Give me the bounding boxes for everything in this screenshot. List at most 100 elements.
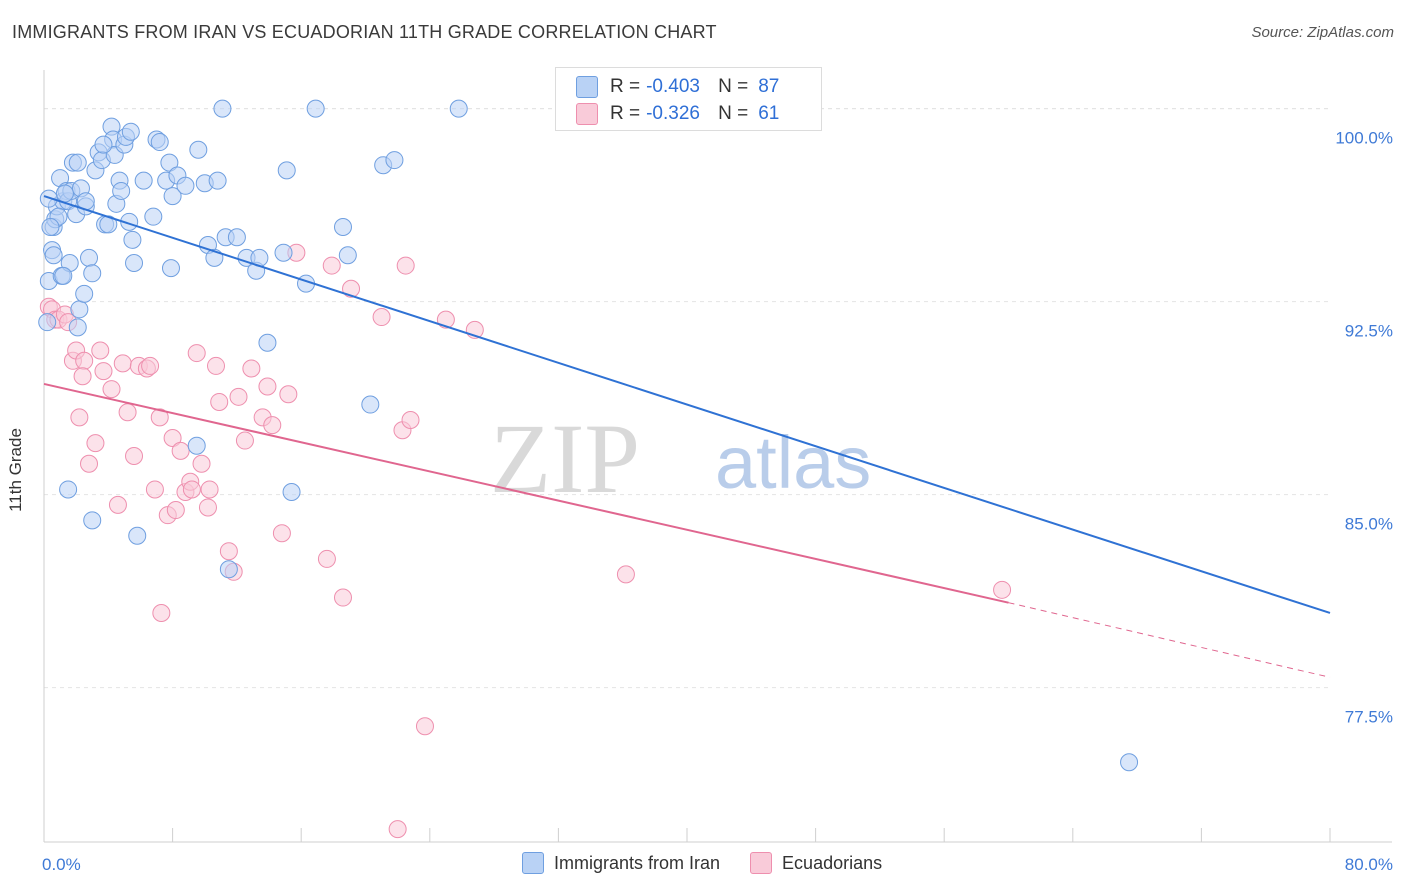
iran-point — [277, 161, 296, 180]
ecuadorians-point — [263, 416, 282, 435]
iran-point — [75, 284, 94, 303]
iran-point — [219, 560, 238, 579]
ecuadorians-point — [73, 367, 92, 386]
legend-label-iran: Immigrants from Iran — [554, 852, 721, 873]
legend-item-ecuadorians[interactable]: Ecuadorians — [750, 852, 882, 874]
iran-point — [361, 395, 380, 414]
iran-point — [128, 526, 147, 545]
ecuadorians-point — [152, 603, 171, 622]
ecuadorians-point — [113, 354, 132, 373]
ecuadorians-point — [401, 410, 420, 429]
ecuadorians-point — [272, 524, 291, 543]
iran-point — [1120, 753, 1139, 772]
iran-point — [176, 176, 195, 195]
ecuadorians-point — [207, 356, 226, 375]
legend-r-label: R = — [610, 76, 641, 97]
iran-point — [68, 318, 87, 337]
chart-title: IMMIGRANTS FROM IRAN VS ECUADORIAN 11TH … — [12, 22, 717, 42]
iran-point — [59, 480, 78, 499]
iran-point — [189, 140, 208, 159]
y-axis-label-wrap: 11th Grade — [6, 428, 26, 512]
ecuadorians-point — [219, 542, 238, 561]
iran-point — [54, 266, 73, 285]
legend-swatch-iran — [576, 76, 598, 98]
legend-row-ecuadorians: R = -0.326 N = 61 — [576, 102, 779, 126]
iran-point — [134, 171, 153, 190]
iran-point — [121, 122, 140, 141]
iran-point — [227, 228, 246, 247]
ecuadorians-point — [91, 341, 110, 360]
ecuadorians-point — [396, 256, 415, 275]
watermark-zip: ZIP — [490, 403, 640, 514]
ecuadorians-point — [125, 447, 144, 465]
ecuadorians-point — [279, 385, 298, 404]
x-tick-label: 80.0% — [1345, 855, 1393, 874]
ecuadorians-point — [163, 428, 182, 447]
ecuadorians-trend-extension — [1008, 602, 1331, 678]
ecuadorians-point — [200, 480, 219, 499]
y-tick-label: 85.0% — [1345, 515, 1393, 534]
legend-n-label: N = — [718, 103, 749, 124]
ecuadorians-trend-line — [43, 382, 1009, 604]
y-tick-label: 77.5% — [1345, 708, 1393, 727]
series-legend: Immigrants from Iran Ecuadorians — [522, 852, 912, 874]
ecuadorians-point — [75, 351, 94, 370]
iran-point — [68, 153, 87, 172]
legend-item-iran[interactable]: Immigrants from Iran — [522, 852, 720, 874]
ecuadorians-point — [235, 431, 254, 450]
iran-point — [94, 135, 113, 154]
ecuadorians-point — [80, 454, 99, 473]
legend-r-value: -0.403 — [646, 76, 700, 97]
iran-trend-line — [43, 195, 1331, 614]
legend-label-ecuadorians: Ecuadorians — [782, 852, 883, 873]
ecuadorians-point — [118, 403, 137, 422]
ecuadorians-point — [616, 565, 635, 584]
ecuadorians-point — [198, 498, 217, 517]
legend-row-iran: R = -0.403 N = 87 — [576, 75, 779, 99]
iran-point — [274, 243, 293, 262]
legend-swatch-ecuadorians — [750, 852, 773, 874]
iran-point — [150, 133, 169, 152]
legend-r-label: R = — [610, 103, 641, 124]
ecuadorians-point — [317, 549, 336, 568]
iran-point — [161, 259, 180, 278]
ecuadorians-point — [242, 359, 261, 378]
iran-point — [160, 153, 179, 172]
iran-point — [123, 230, 142, 249]
ecuadorians-point — [372, 308, 391, 327]
ecuadorians-point — [415, 717, 434, 736]
ecuadorians-point — [322, 256, 341, 275]
iran-point — [83, 264, 102, 283]
ecuadorians-point — [342, 279, 361, 298]
legend-r-value: -0.326 — [646, 103, 700, 124]
iran-point — [55, 184, 74, 203]
iran-point — [38, 313, 57, 332]
y-axis-label: 11th Grade — [6, 428, 25, 512]
ecuadorians-point — [171, 441, 190, 460]
iran-point — [208, 171, 227, 190]
ecuadorians-point — [141, 356, 160, 375]
x-tick-label: 0.0% — [42, 855, 81, 874]
ecuadorians-point — [102, 380, 121, 399]
ecuadorians-point — [210, 392, 229, 411]
ecuadorians-point — [993, 580, 1012, 599]
ecuadorians-point — [388, 820, 407, 839]
iran-point — [80, 248, 99, 267]
iran-point — [112, 181, 131, 200]
ecuadorians-point — [145, 480, 164, 499]
y-tick-label: 100.0% — [1335, 129, 1393, 148]
iran-point — [163, 187, 182, 206]
watermark-atlas: atlas — [715, 421, 871, 504]
y-tick-label: 92.5% — [1345, 322, 1393, 341]
iran-point — [338, 246, 357, 265]
iran-point — [258, 333, 277, 352]
ecuadorians-point — [333, 588, 352, 607]
iran-point — [83, 511, 102, 530]
iran-point — [213, 99, 232, 118]
ecuadorians-point — [182, 480, 201, 499]
ecuadorians-point — [258, 377, 277, 396]
ecuadorians-point — [192, 454, 211, 473]
legend-n-value: 87 — [758, 76, 780, 97]
ecuadorians-points — [39, 243, 1012, 839]
